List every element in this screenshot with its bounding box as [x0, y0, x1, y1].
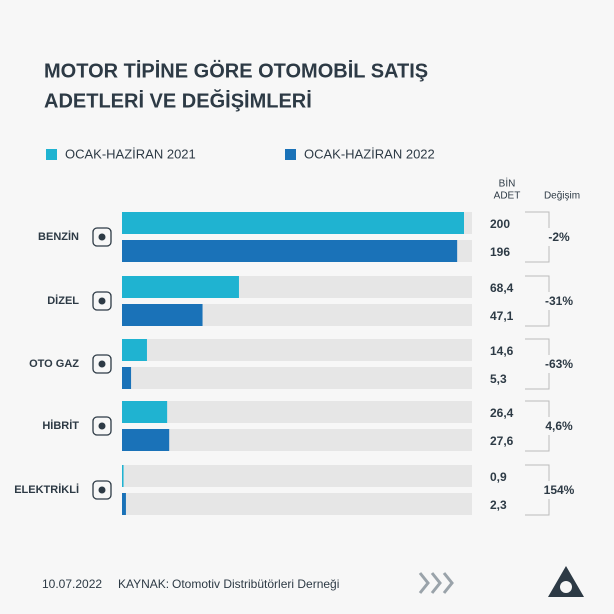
value-label: 196	[490, 245, 510, 259]
bar	[122, 339, 147, 361]
source: Otomotiv Distribütörleri Derneği	[172, 577, 339, 591]
change-header: Değişim	[544, 191, 580, 202]
bar	[122, 367, 132, 389]
chart-title: MOTOR TİPİNE GÖRE OTOMOBİL SATIŞ	[44, 59, 428, 82]
change-bg	[539, 228, 579, 246]
category-label: DİZEL	[47, 294, 79, 307]
value-label: 68,4	[490, 281, 514, 295]
change-bg	[539, 355, 579, 373]
date: 10.07.2022	[42, 577, 102, 591]
bar	[122, 212, 464, 234]
bar	[122, 304, 203, 326]
icon-box	[92, 291, 112, 311]
value-label: 0,9	[490, 470, 507, 484]
bar-track	[122, 429, 472, 451]
bar-track	[122, 304, 472, 326]
value-label: 14,6	[490, 344, 514, 358]
legend-swatch	[285, 149, 296, 160]
legend-label: OCAK-HAZİRAN 2021	[65, 146, 196, 161]
icon-box	[92, 480, 112, 500]
change-label: -31%	[545, 294, 573, 308]
bar	[122, 493, 126, 515]
icon	[98, 297, 106, 305]
bar-track	[122, 401, 472, 423]
category-label: HİBRİT	[42, 419, 79, 432]
source-label: KAYNAK:	[118, 577, 169, 591]
icon-box	[92, 416, 112, 436]
bar	[122, 276, 239, 298]
value-label: 200	[490, 217, 510, 231]
change-label: 154%	[544, 483, 575, 497]
logo	[548, 566, 584, 597]
icon	[98, 486, 106, 494]
change-bg	[539, 481, 579, 499]
value-label: 26,4	[490, 406, 514, 420]
legend-swatch	[46, 149, 57, 160]
bar-track	[122, 465, 472, 487]
icon-box	[92, 227, 112, 247]
icon	[98, 422, 106, 430]
category-label: ELEKTRİKLİ	[14, 483, 79, 496]
change-bg	[539, 417, 579, 435]
chart-title: ADETLERİ VE DEĞİŞİMLERİ	[44, 88, 312, 112]
icon-box	[92, 354, 112, 374]
bar	[122, 401, 168, 423]
category-label: OTO GAZ	[29, 358, 79, 370]
legend-label: OCAK-HAZİRAN 2022	[304, 146, 435, 161]
bar-track	[122, 367, 472, 389]
icon	[98, 360, 106, 368]
value-label: 5,3	[490, 372, 507, 386]
value-header: ADET	[494, 191, 521, 202]
bar	[122, 465, 124, 487]
value-label: 27,6	[490, 434, 514, 448]
chevrons	[418, 572, 454, 594]
change-label: -2%	[548, 230, 570, 244]
value-header: BİN	[499, 177, 516, 190]
bar	[122, 429, 170, 451]
value-label: 2,3	[490, 498, 507, 512]
bar-track	[122, 493, 472, 515]
icon	[98, 233, 106, 241]
change-bg	[539, 292, 579, 310]
value-label: 47,1	[490, 309, 514, 323]
change-label: -63%	[545, 357, 573, 371]
change-label: 4,6%	[545, 419, 573, 433]
bar	[122, 240, 458, 262]
bar-track	[122, 339, 472, 361]
category-label: BENZİN	[38, 230, 79, 243]
